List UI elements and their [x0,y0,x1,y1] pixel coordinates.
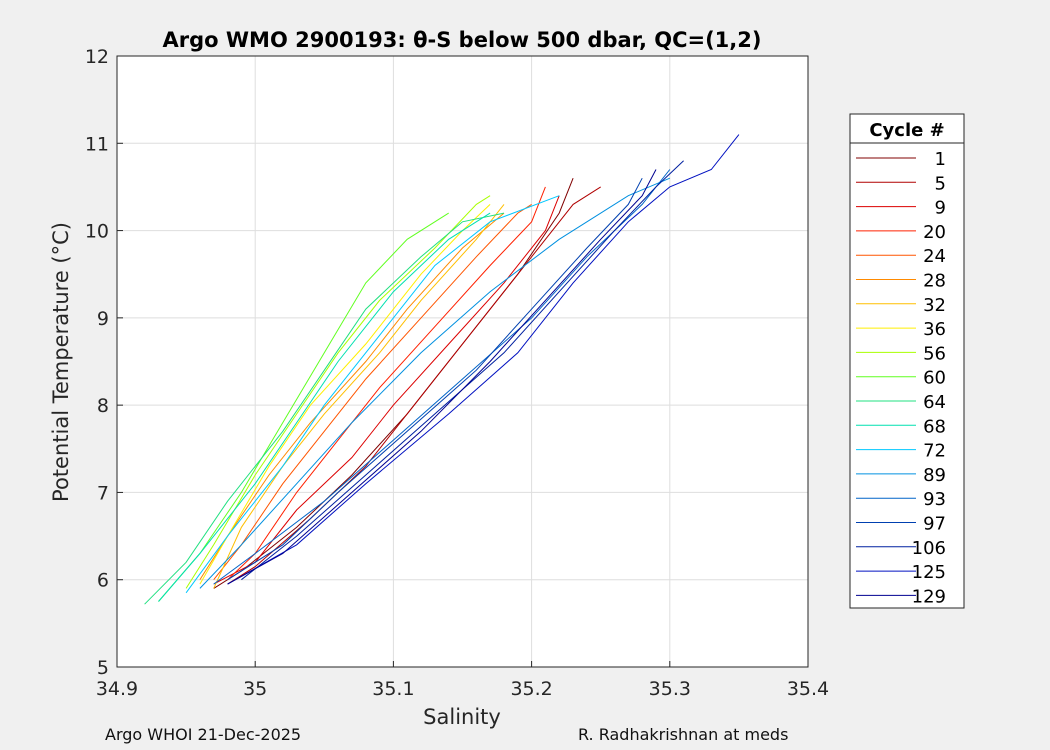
footer-left-text: Argo WHOI 21-Dec-2025 [105,725,302,744]
legend-label-cycle-64: 64 [923,392,946,413]
plot-area [117,56,808,667]
legend-label-cycle-20: 20 [923,222,946,243]
series-line-cycle-56 [185,195,491,589]
legend-label-cycle-24: 24 [923,246,946,267]
legend-label-cycle-5: 5 [935,173,946,194]
legend-label-cycle-32: 32 [923,295,946,316]
series-line-cycle-68 [158,212,491,602]
series-line-cycle-36 [199,204,491,585]
y-tick-label: 12 [85,46,109,68]
legend-label-cycle-36: 36 [923,319,946,340]
y-tick-label: 6 [97,570,109,592]
series-line-cycle-97 [227,177,643,581]
legend-label-cycle-28: 28 [923,271,946,292]
series-line-cycle-125 [227,134,740,585]
legend-label-cycle-129: 129 [912,586,946,607]
series-line-cycle-93 [213,169,671,585]
series-line-cycle-60 [158,212,449,602]
y-tick-label: 9 [97,308,109,330]
legend-label-cycle-125: 125 [912,562,946,583]
series-line-cycle-9 [213,195,560,585]
legend-label-cycle-1: 1 [935,149,946,170]
legend-label-cycle-89: 89 [923,465,946,486]
x-tick-label: 35.3 [649,678,691,700]
series-line-cycle-28 [199,212,505,580]
legend-title: Cycle # [869,120,944,141]
series-line-cycle-20 [227,186,546,581]
y-axis-label: Potential Temperature (°C) [49,222,73,502]
legend-label-cycle-56: 56 [923,343,946,364]
legend-label-cycle-68: 68 [923,416,946,437]
legend-label-cycle-106: 106 [912,538,946,559]
x-tick-label: 35.1 [372,678,414,700]
legend-label-cycle-60: 60 [923,368,946,389]
y-tick-label: 10 [85,221,109,243]
plot-frame [116,55,809,668]
y-tick-label: 7 [97,482,109,504]
legend-entries: 1 5 9 20 24 28 32 36 56 60 64 68 72 89 93 97 106 125 129 [856,149,946,607]
chart-title: Argo WMO 2900193: θ-S below 500 dbar, QC… [163,28,762,52]
legend-label-cycle-72: 72 [923,441,946,462]
y-tick-label: 5 [97,657,109,679]
series-line-cycle-129 [227,169,657,585]
y-tick-label: 8 [97,395,109,417]
x-tick-label: 35 [243,678,267,700]
legend-label-cycle-93: 93 [923,489,946,510]
series-line-cycle-64 [144,212,505,605]
axis-ticks: 34.9 35 35.1 35.2 35.3 35.4 5 6 7 8 9 10 11 12 [85,46,829,700]
y-tick-label: 11 [85,133,109,155]
legend: Cycle # 1 5 9 20 24 28 32 36 56 60 64 68 72 89 93 97 106… [849,113,965,609]
series-line-cycle-89 [199,177,670,589]
legend-label-cycle-9: 9 [935,198,946,219]
footer-right-text: R. Radhakrishnan at meds [578,725,789,744]
x-tick-label: 34.9 [96,678,138,700]
series-line-cycle-72 [185,195,560,594]
legend-box [849,113,965,609]
x-tick-label: 35.4 [787,678,829,700]
x-axis-label: Salinity [423,705,501,729]
series-line-cycle-106 [241,160,684,581]
legend-label-cycle-97: 97 [923,514,946,535]
series-lines [144,134,740,605]
series-line-cycle-24 [213,203,532,581]
x-tick-label: 35.2 [510,678,552,700]
series-line-cycle-32 [213,204,505,589]
